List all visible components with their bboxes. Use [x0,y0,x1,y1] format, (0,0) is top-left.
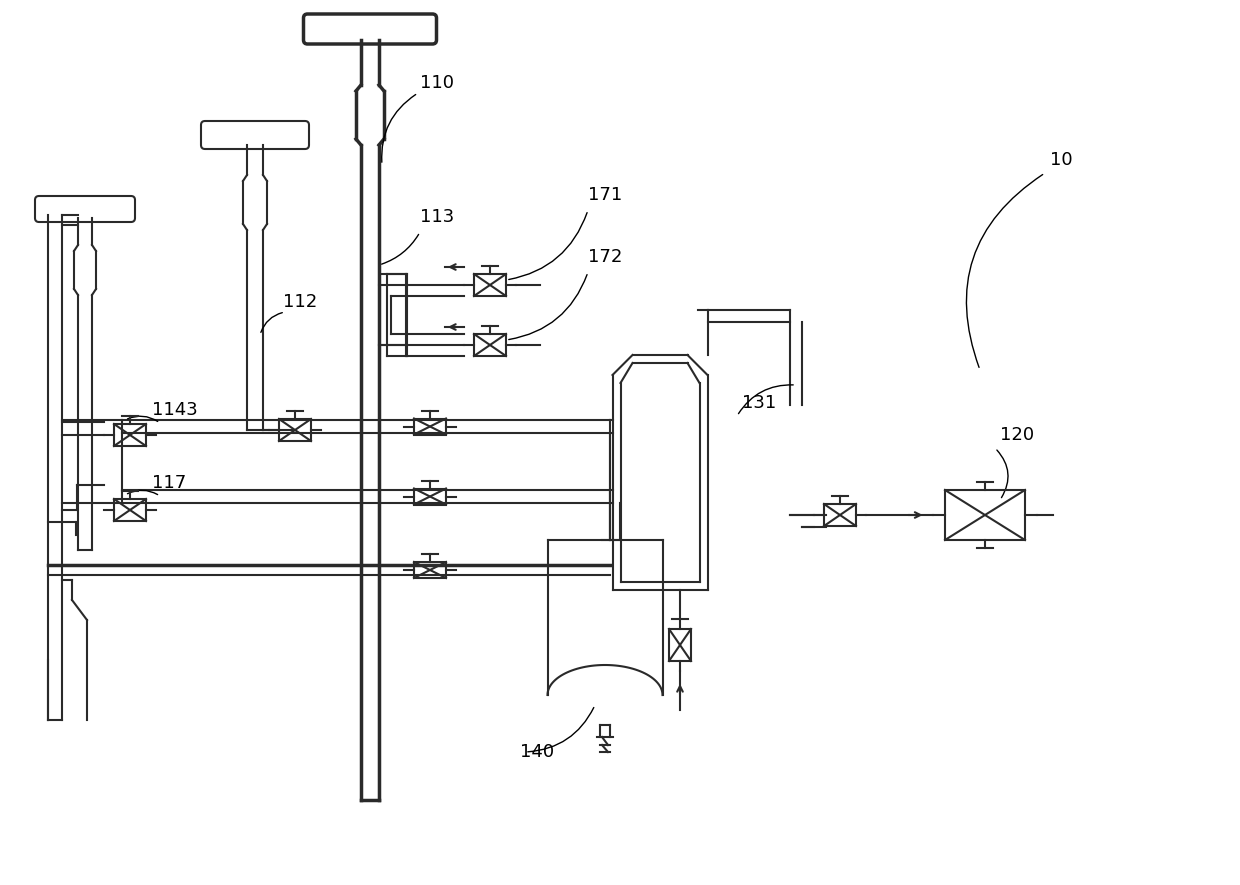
Text: 172: 172 [588,248,622,266]
Text: 110: 110 [420,74,454,92]
Bar [825,504,856,526]
Text: 131: 131 [742,394,776,412]
Text: 117: 117 [153,474,186,492]
Text: 10: 10 [1050,151,1073,169]
Text: 140: 140 [520,743,554,761]
Bar [279,419,311,441]
Text: 113: 113 [420,208,454,226]
Bar [474,334,506,356]
Bar [114,499,146,521]
Bar [945,490,1025,540]
Bar [114,424,146,446]
Text: 112: 112 [283,293,317,311]
Bar [414,562,446,578]
Text: 1143: 1143 [153,401,197,419]
Text: 120: 120 [999,426,1034,444]
Bar [414,419,446,435]
Bar [474,274,506,296]
Bar [670,629,691,661]
Text: 171: 171 [588,186,622,204]
Bar [414,489,446,504]
